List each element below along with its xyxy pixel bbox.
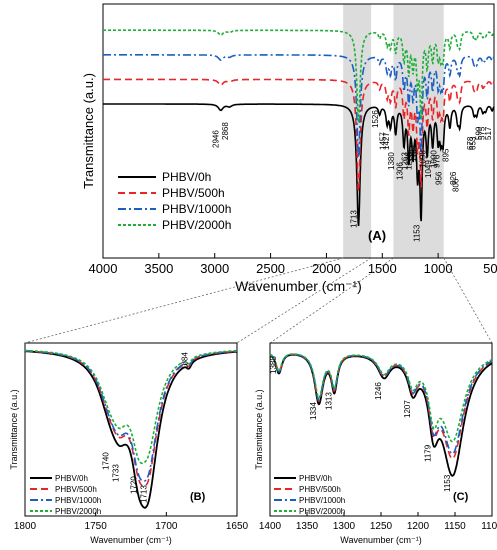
peak-label: 2868 [221, 122, 230, 140]
peak-label: 1380 [387, 152, 396, 170]
series-line-PHBV-500h [25, 350, 238, 488]
peak-label: 895 [441, 148, 450, 162]
peak-label: 1306 [395, 162, 404, 180]
x-axis-label: Wavenumber (cm⁻¹) [235, 278, 362, 294]
x-tick-label: 4000 [89, 261, 118, 276]
peak-label: 956 [435, 171, 444, 185]
peak-label: 1179 [424, 444, 433, 462]
panel-b: 1800 1750 1700 1650 Wavenumber (cm⁻¹) Transmi… [9, 342, 249, 545]
peak-label: 1207 [403, 400, 412, 418]
peak-label: 1153 [443, 474, 452, 492]
legend-label: PHBV/1000h [299, 496, 345, 505]
series-line-PHBV-1000h [25, 350, 238, 483]
x-tick-label: 1800 [14, 521, 37, 532]
x-tick-label: 500 [483, 261, 497, 276]
peak-label: 1388 [269, 356, 278, 374]
x-axis-label: Wavenumber (cm⁻¹) [90, 535, 171, 545]
peak-label: 1526 [371, 110, 380, 128]
x-tick-label: 1250 [370, 521, 393, 532]
legend-label: PHBV/500h [299, 485, 341, 494]
panel-a: 4000 3500 3000 2500 2000 1500 1000 500 Wavenumbe… [81, 3, 497, 294]
peak-label: 1263 [400, 152, 409, 170]
panel-a-tag: (A) [368, 228, 386, 243]
panel-tag: (B) [190, 491, 206, 503]
panel-c: 1400 1350 1300 1250 1200 1150 1100 Wavenumber (… [254, 342, 497, 545]
peak-label: 1153 [412, 224, 421, 242]
peak-label: 1457 [379, 132, 388, 150]
peak-label: 1713 [350, 210, 359, 228]
zoom-connector-line [443, 257, 493, 344]
peak-label: 1713 [140, 485, 149, 503]
x-tick-label: 1650 [226, 521, 249, 532]
peak-label: 2946 [212, 130, 221, 148]
x-tick-label: 1000 [424, 261, 453, 276]
panel-a-frame [102, 3, 495, 259]
panel-tag: (C) [453, 491, 469, 503]
series-line-PHBV-0h [103, 103, 495, 227]
x-tick-label: 1750 [85, 521, 108, 532]
x-tick-label: 2000 [312, 261, 341, 276]
peak-label: 1740 [101, 452, 110, 470]
series-line-PHBV-2000h [103, 29, 495, 124]
peak-label: 575 [477, 126, 486, 140]
peak-label: 1733 [111, 464, 120, 482]
peak-label: 1334 [309, 402, 318, 420]
highlight-band-1 [393, 4, 444, 258]
peak-label: 1427 [382, 132, 391, 150]
x-tick-label: 1300 [333, 521, 356, 532]
peak-label: 1049 [424, 160, 433, 178]
x-tick-label: 1400 [259, 521, 282, 532]
legend-label: PHBV/2000h [162, 218, 231, 232]
peak-label: 826 [449, 171, 458, 185]
x-tick-label: 1500 [368, 261, 397, 276]
x-axis-label: Wavenumber (cm⁻¹) [340, 535, 421, 545]
series-line-PHBV-2000h [269, 353, 493, 443]
peak-label: 1000 [429, 150, 438, 168]
x-tick-label: 2500 [256, 261, 285, 276]
legend-label: PHBV/500h [55, 485, 97, 494]
legend-label: PHBV/1000h [162, 202, 231, 216]
y-axis-label: Transmittance (a.u.) [81, 73, 96, 189]
y-axis-label: Transmittance (a.u.) [254, 389, 264, 469]
zoom-connector-line [236, 257, 372, 344]
panel-frame [24, 342, 238, 517]
peak-label: 806 [451, 178, 460, 192]
peak-label: 678 [466, 136, 475, 150]
legend-label: PHBV/0h [55, 474, 88, 483]
peak-label: 1720 [130, 476, 139, 494]
x-tick-label: 1200 [407, 521, 430, 532]
zoom-connector-line [269, 257, 394, 344]
peak-label: 976 [432, 154, 441, 168]
peak-label: 1246 [374, 382, 383, 400]
x-tick-label: 1150 [444, 521, 466, 532]
peak-label: 517 [484, 126, 493, 140]
series-line-PHBV-500h [103, 78, 495, 192]
x-tick-label: 1350 [296, 521, 319, 532]
legend-label: PHBV/0h [299, 474, 332, 483]
series-line-PHBV-1000h [103, 54, 495, 158]
peak-label: 1098 [419, 150, 428, 168]
legend-label: PHBV/0h [162, 170, 211, 184]
peak-label: 1313 [324, 392, 333, 410]
series-line-PHBV-500h [269, 353, 493, 460]
peak-label: 653 [469, 136, 478, 150]
legend-label: PHBV/500h [162, 186, 225, 200]
y-axis-label: Transmittance (a.u.) [9, 389, 19, 469]
peak-label: 599 [475, 126, 484, 140]
legend-label: PHBV/1000h [55, 496, 101, 505]
legend-label: PHBV/2000h [299, 507, 345, 516]
series-line-PHBV-1000h [269, 353, 493, 455]
x-tick-label: 1100 [481, 521, 497, 532]
series-line-PHBV-2000h [25, 349, 237, 465]
legend-label: PHBV/2000h [55, 507, 101, 516]
peak-label: 1225 [404, 152, 413, 170]
peak-label: 1184 [409, 144, 418, 162]
x-tick-label: 3500 [144, 261, 173, 276]
x-tick-label: 1700 [155, 521, 178, 532]
peak-label: 1684 [181, 352, 190, 370]
zoom-connectors [24, 257, 493, 344]
zoom-connector-line [24, 257, 344, 344]
x-tick-label: 3000 [200, 261, 229, 276]
